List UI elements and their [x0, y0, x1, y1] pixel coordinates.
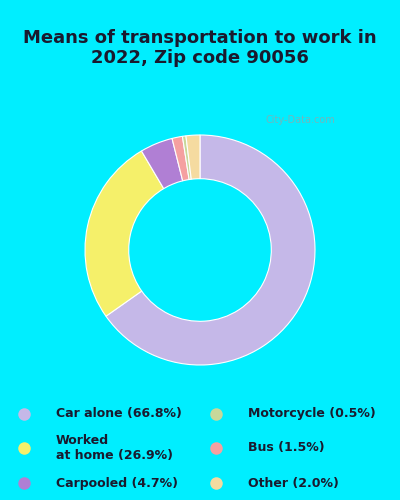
Text: Bus (1.5%): Bus (1.5%) [248, 441, 325, 454]
Text: Carpooled (4.7%): Carpooled (4.7%) [56, 476, 178, 490]
Text: City-Data.com: City-Data.com [265, 115, 335, 125]
Wedge shape [186, 135, 200, 179]
Wedge shape [182, 136, 191, 180]
Wedge shape [172, 136, 189, 181]
Wedge shape [85, 151, 164, 316]
Text: Means of transportation to work in
2022, Zip code 90056: Means of transportation to work in 2022,… [23, 28, 377, 68]
Wedge shape [142, 138, 183, 188]
Text: Motorcycle (0.5%): Motorcycle (0.5%) [248, 408, 376, 420]
Wedge shape [106, 135, 315, 365]
Text: Worked
at home (26.9%): Worked at home (26.9%) [56, 434, 173, 462]
Text: Car alone (66.8%): Car alone (66.8%) [56, 408, 182, 420]
Text: Other (2.0%): Other (2.0%) [248, 476, 339, 490]
